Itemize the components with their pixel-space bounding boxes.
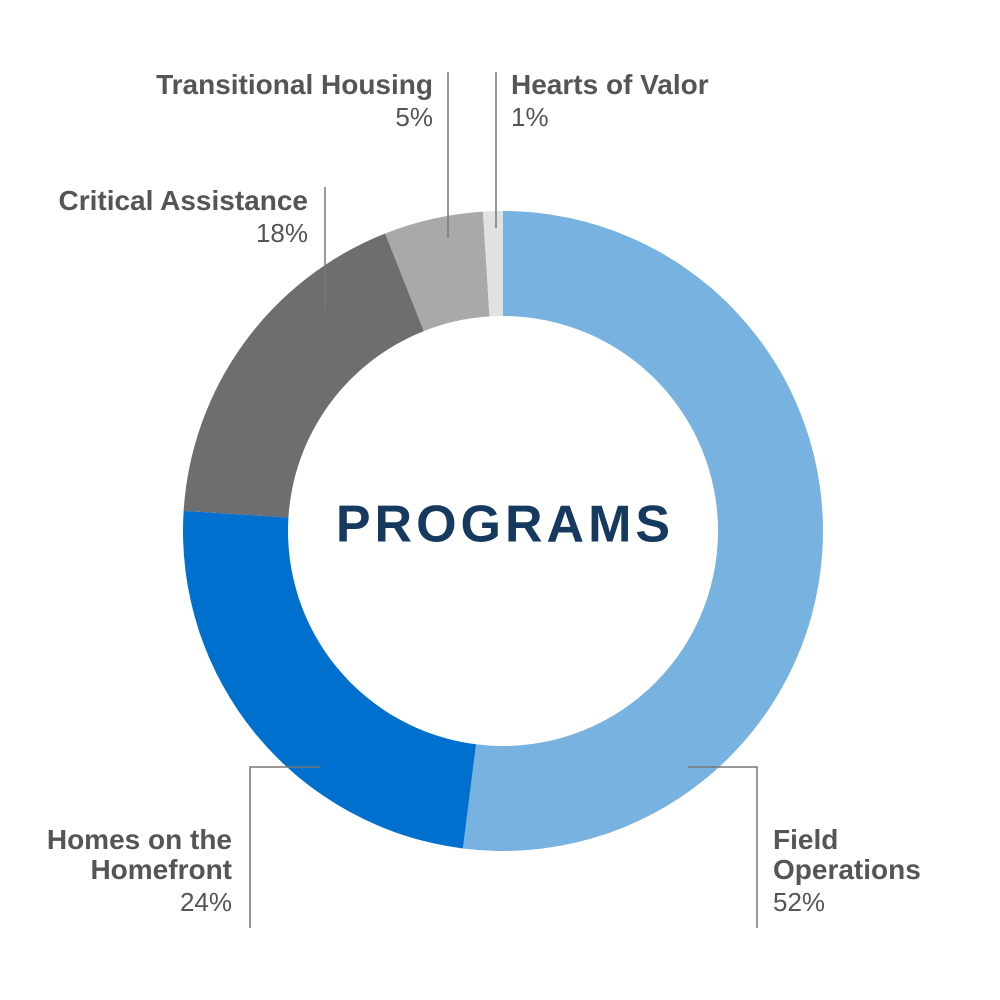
donut-segment [183, 233, 424, 518]
donut-segment [183, 510, 477, 849]
label: Field Operations 52% [773, 825, 963, 919]
leader-line [688, 766, 758, 928]
value-label: 18% [255, 218, 308, 248]
category-label: Critical Assistance [58, 185, 308, 216]
leader-line [249, 766, 320, 928]
label: Critical Assistance 18% [58, 186, 308, 250]
category-label: Transitional Housing [156, 69, 433, 100]
category-label: Homes on the Homefront [46, 824, 232, 885]
value-label: 24% [179, 887, 232, 917]
donut [183, 211, 823, 851]
value-label: 5% [395, 102, 433, 132]
value-label: 52% [773, 887, 826, 917]
value-label: 1% [511, 102, 549, 132]
donut-segment [482, 211, 503, 317]
category-label: Hearts of Valor [511, 69, 709, 100]
donut-segment [385, 211, 490, 332]
label: Homes on the Homefront 24% [17, 825, 232, 919]
chart-title: PROGRAMS [336, 496, 674, 554]
category-label: Field Operations [773, 824, 921, 885]
donut-segment [462, 211, 823, 851]
label: Hearts of Valor 1% [511, 70, 709, 134]
label: Transitional Housing 5% [156, 70, 433, 134]
